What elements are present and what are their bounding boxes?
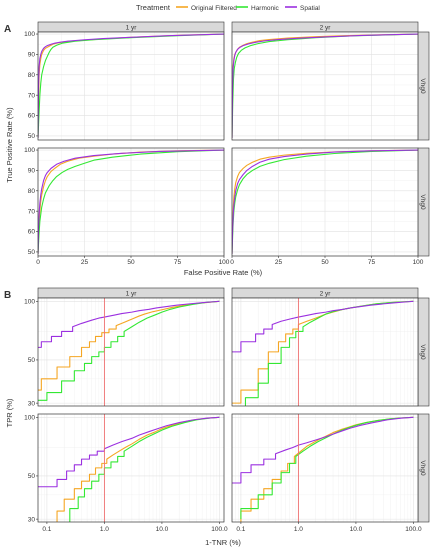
- x-tick-label: 0: [230, 259, 234, 266]
- facet-border: [37, 31, 225, 141]
- facet-3: 50 60 70 80 90 100 0 25 50 75 100: [24, 147, 230, 266]
- x-tick-label: 0.1: [236, 526, 245, 533]
- x-tick-label: 100.0: [211, 526, 228, 533]
- legend: Treatment Original Filtered Harmonic Spa…: [136, 3, 320, 12]
- column-strip-label: 1 yr: [126, 291, 138, 298]
- facet-background: [232, 298, 418, 406]
- series-line-original-filtered: [232, 149, 418, 254]
- x-tick-label: 100: [219, 259, 230, 266]
- facet-4: 0.1 1.0 10.0 100.0: [231, 413, 422, 533]
- facet-1: 30 50 100: [24, 297, 225, 407]
- x-tick-label: 50: [127, 259, 135, 266]
- x-tick-label: 0.1: [42, 526, 51, 533]
- panel-b: B 1-TNR (%) TPR (%) 1 yr 2 yr Vhg0 Vhg0 30 50…: [4, 287, 430, 547]
- series-line-original-filtered: [38, 300, 220, 391]
- facet-2: [231, 31, 419, 141]
- legend-entry-harmonic: Harmonic: [236, 5, 280, 12]
- legend-entry-spatial: Spatial: [285, 5, 320, 12]
- panel-a: A False Positive Rate (%) True Positive …: [4, 21, 430, 277]
- facet-4: 0 25 50 75 100: [230, 147, 424, 266]
- y-tick-label: 100: [24, 31, 35, 38]
- series-line-harmonic: [38, 33, 224, 138]
- y-tick-label: 90: [28, 52, 36, 59]
- x-tick-label: 50: [321, 259, 329, 266]
- y-tick-label: 70: [28, 92, 36, 99]
- column-strip-label: 2 yr: [320, 25, 332, 32]
- x-tick-label: 1.0: [100, 526, 109, 533]
- x-tick-label: 0: [36, 259, 40, 266]
- facet-background: [38, 414, 224, 522]
- facet-1: 50 60 70 80 90 100: [24, 31, 225, 141]
- legend-entry-original-filtered: Original Filtered: [176, 5, 237, 12]
- y-tick-label: 60: [28, 229, 36, 236]
- x-tick-label: 100: [413, 259, 424, 266]
- y-tick-label: 50: [28, 357, 36, 364]
- y-tick-label: 30: [28, 516, 36, 523]
- row-strip-label: Vhg0: [419, 460, 426, 476]
- series-line-spatial: [232, 33, 418, 138]
- series-line-harmonic: [240, 416, 414, 520]
- x-tick-label: 10.0: [350, 526, 363, 533]
- series-line-original-filtered: [56, 416, 220, 522]
- x-tick-label: 25: [275, 259, 283, 266]
- legend-label-spatial: Spatial: [300, 5, 320, 12]
- series-line-harmonic: [38, 149, 224, 254]
- facet-3: 30 50 100 0.1 1.0 10.0 100.0: [24, 413, 228, 533]
- row-strip-label: Vhg0: [419, 344, 426, 360]
- column-strip-label: 1 yr: [126, 25, 138, 32]
- series-line-spatial: [38, 149, 224, 254]
- series-line-spatial: [232, 300, 414, 353]
- series-line-harmonic: [38, 300, 220, 401]
- y-tick-label: 50: [28, 133, 36, 140]
- panel-a-x-axis-title: False Positive Rate (%): [184, 268, 263, 277]
- panel-b-label: B: [4, 290, 11, 301]
- x-tick-label: 1.0: [294, 526, 303, 533]
- series-line-spatial: [232, 149, 418, 254]
- y-tick-label: 70: [28, 208, 36, 215]
- y-tick-label: 30: [28, 400, 36, 407]
- x-tick-label: 10.0: [156, 526, 169, 533]
- facet-border: [231, 413, 419, 523]
- series-line-harmonic: [232, 33, 418, 138]
- y-tick-label: 60: [28, 113, 36, 120]
- panel-b-y-axis-title: TPR (%): [5, 398, 14, 427]
- legend-label-harmonic: Harmonic: [251, 5, 280, 12]
- row-strip-label: Vhg0: [419, 194, 426, 210]
- facet-border: [231, 31, 419, 141]
- y-tick-label: 90: [28, 168, 36, 175]
- legend-title: Treatment: [136, 3, 171, 12]
- series-line-harmonic: [69, 416, 220, 522]
- y-tick-label: 50: [28, 249, 36, 256]
- y-tick-label: 50: [28, 473, 36, 480]
- x-tick-label: 75: [174, 259, 182, 266]
- series-line-spatial: [38, 33, 224, 138]
- panel-a-y-axis-title: True Positive Rate (%): [5, 107, 14, 183]
- column-strip-label: 2 yr: [320, 291, 332, 298]
- panel-a-label: A: [4, 24, 11, 35]
- x-tick-label: 75: [368, 259, 376, 266]
- series-line-harmonic: [232, 149, 418, 254]
- legend-label-original-filtered: Original Filtered: [191, 5, 237, 12]
- facet-background: [232, 414, 418, 522]
- y-tick-label: 80: [28, 188, 36, 195]
- facet-2: [231, 297, 419, 407]
- row-strip-label: Vhg0: [419, 78, 426, 94]
- panel-b-x-axis-title: 1-TNR (%): [205, 538, 241, 547]
- series-line-spatial: [38, 416, 220, 488]
- y-tick-label: 80: [28, 72, 36, 79]
- x-tick-label: 100.0: [405, 526, 422, 533]
- y-tick-label: 100: [24, 299, 35, 306]
- facet-border: [37, 297, 225, 407]
- y-tick-label: 100: [24, 415, 35, 422]
- facet-border: [37, 413, 225, 523]
- facet-border: [231, 297, 419, 407]
- facet-background: [38, 298, 224, 406]
- x-tick-label: 25: [81, 259, 89, 266]
- y-tick-label: 100: [24, 147, 35, 154]
